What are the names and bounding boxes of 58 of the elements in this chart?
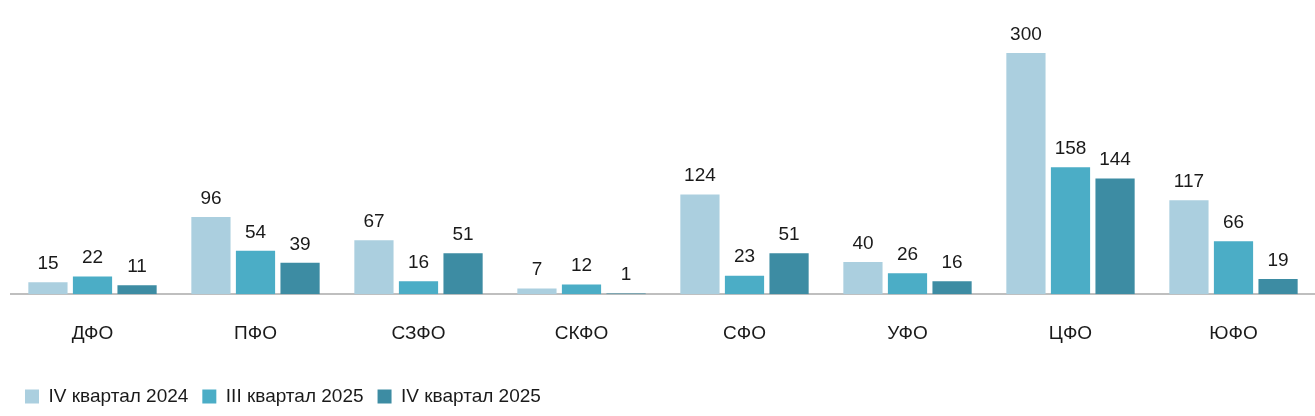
data-label: 11 [127, 255, 147, 277]
x-tick-label: ПФО [234, 321, 277, 343]
bar [932, 281, 972, 295]
bar [517, 288, 557, 295]
x-tick-label: ДФО [71, 321, 114, 343]
data-label: 39 [289, 232, 311, 254]
bar [887, 273, 928, 295]
bar [769, 253, 809, 295]
bar [1006, 53, 1046, 295]
x-tick-label: СЗФО [391, 321, 446, 343]
bar [1258, 278, 1298, 295]
bar [1213, 241, 1254, 295]
data-label: 67 [363, 210, 385, 232]
data-label: 96 [200, 186, 222, 208]
x-tick-label: ЮФО [1209, 321, 1258, 343]
data-label: 300 [1010, 22, 1042, 44]
data-label: 7 [531, 258, 543, 280]
legend-label: IV квартал 2025 [401, 384, 541, 406]
bar [843, 262, 883, 295]
bar [1169, 200, 1209, 295]
data-label: 51 [778, 222, 800, 244]
data-label: 117 [1173, 169, 1205, 191]
data-label: 40 [852, 231, 874, 253]
data-label: 124 [684, 164, 717, 186]
x-tick-label: ЦФО [1048, 321, 1093, 343]
legend-label: IV квартал 2024 [48, 384, 189, 406]
bar [235, 250, 276, 295]
data-label: 1 [620, 263, 632, 285]
bar [680, 194, 720, 295]
bar [443, 253, 483, 295]
bar [398, 281, 439, 295]
data-label: 51 [452, 222, 474, 244]
data-label: 22 [81, 246, 104, 268]
data-label: 54 [244, 220, 267, 242]
data-label: 16 [941, 251, 963, 273]
data-label: 15 [37, 251, 59, 273]
bar [280, 262, 320, 295]
x-tick-label: УФО [887, 321, 928, 343]
bar [117, 285, 157, 295]
data-label: 12 [570, 254, 593, 276]
data-label: 16 [407, 251, 430, 273]
bar [724, 275, 765, 295]
data-label: 66 [1222, 210, 1245, 232]
x-tick-label: СКФО [554, 321, 609, 343]
bar [191, 217, 231, 295]
bar [1095, 178, 1135, 295]
data-label: 158 [1054, 136, 1087, 158]
data-label: 23 [733, 245, 756, 267]
data-label: 144 [1099, 148, 1132, 170]
data-label: 19 [1267, 248, 1289, 270]
bar [354, 240, 394, 295]
bar [1050, 167, 1091, 295]
bar [561, 284, 602, 295]
bar [72, 276, 113, 295]
bar [28, 282, 68, 295]
x-tick-label: СФО [723, 321, 766, 343]
legend-label: III квартал 2025 [225, 384, 364, 406]
data-label: 26 [896, 243, 919, 265]
